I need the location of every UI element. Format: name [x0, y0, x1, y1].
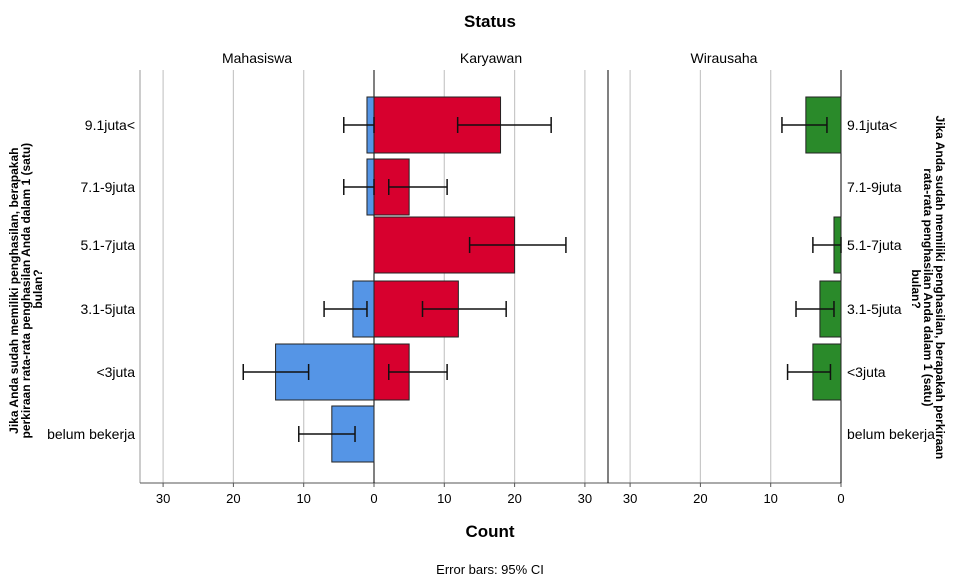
mahasiswa-x-tick-label: 30: [156, 491, 170, 506]
karyawan-x-tick-label: 10: [437, 491, 451, 506]
karyawan-x-tick-label: 20: [507, 491, 521, 506]
category-label-right: 3.1-5juta: [847, 301, 902, 317]
y-axis-label-left-line-1: Jika Anda sudah memiliki penghasilan, be…: [7, 148, 21, 434]
category-label-right: <3juta: [847, 364, 886, 380]
footnote: Error bars: 95% CI: [436, 562, 544, 577]
chart-title: Status: [464, 12, 516, 31]
panel-header-karyawan: Karyawan: [460, 50, 522, 66]
wirausaha-x-tick-label: 10: [763, 491, 777, 506]
category-label-right: 7.1-9juta: [847, 179, 902, 195]
labels: Mahasiswa Karyawan Wirausaha 30 20 10 0 10 20 30 3…: [47, 50, 935, 506]
y-axis-label-left-line-2: perkiraan rata-rata penghasilan Anda dal…: [19, 143, 33, 439]
mahasiswa-x-tick-label: 20: [226, 491, 240, 506]
category-label-left: 5.1-7juta: [81, 237, 136, 253]
bars: [275, 96, 842, 463]
category-label-left: 7.1-9juta: [81, 179, 136, 195]
category-label-left: 3.1-5juta: [81, 301, 136, 317]
category-label-left: 9.1juta<: [85, 117, 135, 133]
x-axis-label: Count: [465, 522, 514, 541]
wirausaha-x-tick-label: 30: [623, 491, 637, 506]
karyawan-x-tick-label: 30: [578, 491, 592, 506]
y-axis-label-left-line-3: bulan?: [31, 269, 45, 308]
category-label-left: belum bekerja: [47, 426, 135, 442]
y-axis-label-right: Jika Anda sudah memiliki penghasilan, be…: [909, 115, 947, 462]
panel-header-mahasiswa: Mahasiswa: [222, 50, 292, 66]
category-label-right: 5.1-7juta: [847, 237, 902, 253]
y-axis-label-left: Jika Anda sudah memiliki penghasilan, be…: [7, 140, 45, 439]
error-bars: [242, 117, 842, 442]
wirausaha-x-tick-label: 20: [693, 491, 707, 506]
wirausaha-x-tick-label: 0: [837, 491, 844, 506]
y-axis-label-right-line-1: Jika Anda sudah memiliki penghasilan, be…: [933, 115, 947, 459]
mahasiswa-x-tick-label: 10: [296, 491, 310, 506]
panel-header-wirausaha: Wirausaha: [691, 50, 758, 66]
y-axis-label-right-line-2: rata-rata penghasilan Anda dalam 1 (satu…: [921, 168, 935, 406]
mahasiswa-x-tick-label: 0: [370, 491, 377, 506]
category-label-right: belum bekerja: [847, 426, 935, 442]
category-label-left: <3juta: [96, 364, 135, 380]
y-axis-label-right-line-3: bulan?: [909, 269, 923, 308]
category-label-right: 9.1juta<: [847, 117, 897, 133]
